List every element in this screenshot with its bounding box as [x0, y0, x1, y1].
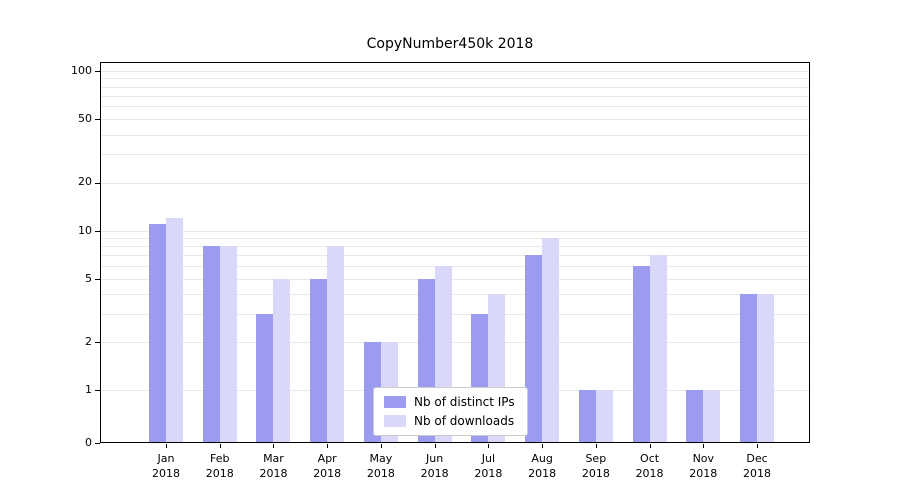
bar-distinct-ips — [740, 294, 758, 443]
x-tick-mark — [434, 444, 436, 448]
gridline — [101, 294, 809, 295]
x-tick-label: Feb 2018 — [205, 452, 234, 480]
x-tick-label: Mar 2018 — [259, 452, 288, 480]
x-tick-label: Aug 2018 — [528, 452, 557, 480]
gridline — [101, 106, 809, 108]
x-tick-mark — [757, 444, 759, 448]
bar-downloads — [703, 390, 721, 443]
legend-item: Nb of distinct IPs — [384, 395, 515, 409]
y-tick-label: 20 — [78, 175, 92, 189]
x-tick-mark — [703, 444, 705, 448]
gridline — [101, 86, 809, 88]
y-tick-label: 50 — [78, 112, 92, 125]
y-tick-label: 10 — [78, 223, 92, 237]
gridline — [101, 154, 809, 156]
bar-downloads — [542, 237, 560, 443]
chart-title: CopyNumber450k 2018 — [366, 36, 534, 52]
y-tick-mark — [95, 71, 100, 72]
y-tick-label: 5 — [85, 271, 92, 285]
gridline — [101, 237, 809, 239]
gridline — [101, 255, 809, 257]
gridline — [101, 95, 809, 97]
gridline — [101, 342, 809, 343]
gridline — [101, 265, 809, 267]
legend-item: Nb of downloads — [384, 414, 515, 428]
gridline — [101, 71, 809, 72]
x-tick-label: Jul 2018 — [474, 452, 503, 480]
bar-distinct-ips — [256, 313, 274, 443]
y-tick-label: 100 — [71, 64, 92, 77]
x-tick-label: Apr 2018 — [313, 452, 342, 480]
legend-swatch — [384, 415, 406, 427]
gridline — [101, 278, 809, 280]
gridline — [101, 182, 809, 184]
x-tick-label: Jan 2018 — [152, 452, 180, 480]
legend: Nb of distinct IPs Nb of downloads — [373, 387, 528, 436]
x-tick-mark — [166, 444, 167, 448]
y-tick-label: 1 — [85, 383, 92, 396]
gridline — [101, 246, 809, 247]
x-tick-label: Oct 2018 — [635, 452, 664, 480]
bar-downloads — [273, 278, 291, 443]
gridline — [101, 313, 809, 315]
legend-swatch — [384, 396, 406, 408]
y-tick-label: 0 — [85, 436, 92, 449]
gridline — [101, 230, 809, 232]
plot-border — [100, 62, 810, 443]
legend-label: Nb of distinct IPs — [414, 395, 515, 409]
gridline — [101, 134, 809, 136]
y-tick-mark — [95, 342, 100, 343]
x-tick-mark — [380, 444, 382, 448]
x-tick-label: Dec 2018 — [743, 452, 772, 480]
y-tick-label: 2 — [85, 334, 92, 348]
bar-downloads — [649, 255, 667, 443]
y-tick-mark — [95, 443, 100, 444]
x-tick-mark — [219, 444, 221, 448]
y-tick-mark — [95, 182, 100, 184]
gridline — [101, 78, 809, 80]
bar-downloads — [595, 390, 613, 443]
x-tick-mark — [595, 444, 597, 448]
y-tick-mark — [95, 278, 100, 280]
x-tick-label: May 2018 — [366, 452, 395, 480]
bar-downloads — [327, 246, 345, 443]
x-tick-mark — [273, 444, 275, 448]
y-tick-mark — [95, 230, 100, 232]
x-tick-label: Jun 2018 — [420, 452, 449, 480]
gridline — [101, 119, 809, 120]
bar-distinct-ips — [310, 278, 328, 443]
bar-distinct-ips — [149, 223, 166, 443]
x-tick-label: Nov 2018 — [689, 452, 718, 480]
x-tick-mark — [542, 444, 544, 448]
bar-distinct-ips — [686, 390, 704, 443]
x-tick-mark — [488, 444, 490, 448]
bar-distinct-ips — [525, 255, 543, 443]
x-tick-mark — [327, 444, 329, 448]
bar-distinct-ips — [578, 390, 596, 443]
x-tick-label: Sep 2018 — [581, 452, 610, 480]
bar-distinct-ips — [202, 246, 220, 443]
bar-downloads — [757, 294, 775, 443]
bar-distinct-ips — [632, 265, 650, 443]
bar-downloads — [219, 246, 237, 443]
legend-label: Nb of downloads — [414, 414, 515, 428]
x-tick-mark — [649, 444, 651, 448]
y-tick-mark — [95, 390, 100, 391]
bar-downloads — [166, 217, 183, 443]
y-tick-mark — [95, 119, 100, 120]
